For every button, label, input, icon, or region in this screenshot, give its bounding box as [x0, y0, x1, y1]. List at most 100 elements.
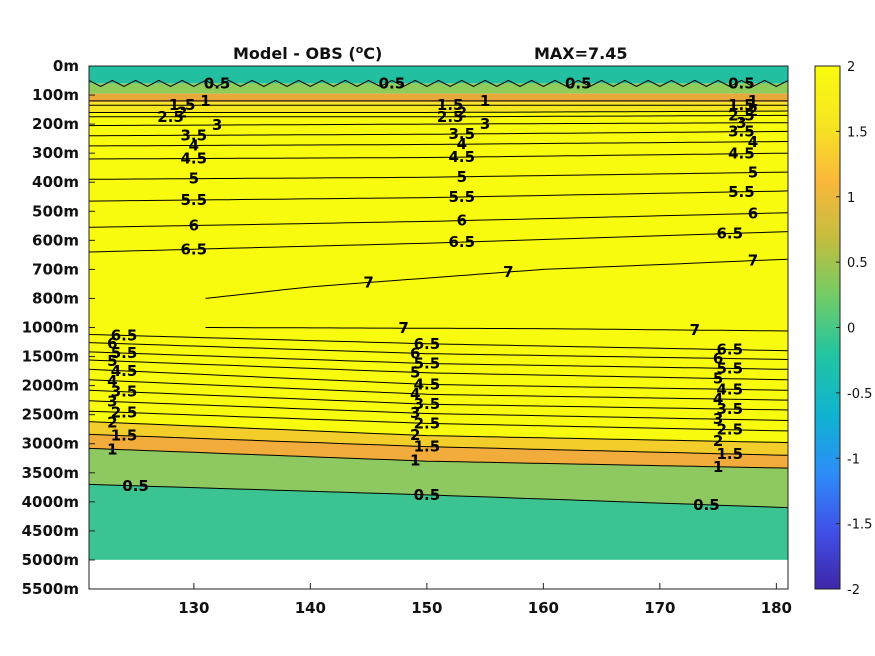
- contour-line: [89, 79, 788, 87]
- contour-line: [89, 212, 788, 228]
- contour-label: 4.5: [414, 375, 441, 393]
- contour-label: 1: [200, 92, 210, 110]
- contour-line: [89, 110, 788, 113]
- contour-label: 3: [107, 393, 117, 411]
- y-tick-label: 1500m: [22, 348, 79, 366]
- contour-label: 6.5: [717, 341, 744, 359]
- contour-line: [89, 141, 788, 147]
- colorbar-tick-label: 0.5: [847, 256, 868, 271]
- contour-label: 5.5: [414, 355, 441, 373]
- contour-label: 2: [107, 414, 117, 432]
- band-thermocline: [89, 93, 788, 103]
- y-tick-label: 2000m: [22, 377, 79, 395]
- y-tick-label: 0m: [53, 57, 79, 75]
- contour-label: 4: [713, 390, 723, 408]
- contour-label: 4: [457, 135, 467, 153]
- contour-label: 7: [748, 252, 758, 270]
- contour-label: 3: [212, 116, 222, 134]
- contour-label: 1: [713, 458, 723, 476]
- contour-label: 6.5: [181, 240, 208, 258]
- contour-label: 4.5: [717, 380, 744, 398]
- contour-labels: 0.50.50.511 11.51.5 1.522 22.52.5 2.533 33.53…: [107, 74, 758, 513]
- y-tick-label: 3000m: [22, 435, 79, 453]
- contour-line: [89, 368, 788, 391]
- contour-label: 5: [189, 170, 199, 188]
- contour-label: 0.5: [204, 74, 231, 92]
- contour-label: 3.5: [181, 126, 208, 144]
- contour-label: 6: [410, 344, 420, 362]
- colorbar-ticks: 2 1.5 1 0.5 0 -0.5 -1 -1.5 -2: [836, 60, 872, 598]
- contour-label: 0.5: [122, 477, 149, 495]
- contour-line: [89, 130, 788, 137]
- colorbar-tick-label: 1.5: [847, 125, 868, 140]
- contour-line: [89, 389, 788, 411]
- contour-line: [89, 190, 788, 202]
- contour-line: [89, 447, 788, 469]
- contour-line: [89, 359, 788, 381]
- contour-label: 6.5: [111, 326, 138, 344]
- contour-label: 3: [410, 404, 420, 422]
- contour-line: [89, 342, 788, 360]
- contour-label: 5: [748, 164, 758, 182]
- contour-label: 4.5: [181, 150, 208, 168]
- contour-line: [89, 483, 788, 509]
- band-deep-1: [89, 448, 788, 508]
- contour-label: 0.5: [565, 74, 592, 92]
- contour-label: 1.5: [169, 96, 196, 114]
- max-annotation: MAX=7.45: [534, 44, 628, 63]
- contour-line: [89, 379, 788, 401]
- contour-label: 4.5: [728, 145, 755, 163]
- contour-label: 1: [480, 92, 490, 110]
- x-tick-label: 180: [761, 599, 792, 617]
- contour-label: 4: [410, 385, 420, 403]
- contour-label: 5: [107, 352, 117, 370]
- contour-line: [89, 421, 788, 444]
- y-tick-label: 2500m: [22, 406, 79, 424]
- y-tick-label: 5000m: [22, 551, 79, 569]
- x-tick-label: 140: [295, 599, 326, 617]
- contour-label: 5: [713, 370, 723, 388]
- contour-line: [89, 171, 788, 180]
- contour-label: 0.5: [414, 486, 441, 504]
- x-axis: 130 140 150 160 170 180: [178, 583, 792, 617]
- contour-line: [89, 410, 788, 432]
- contour-label: 2.5: [437, 108, 464, 126]
- contour-lines: [89, 79, 788, 509]
- contour-label: 6: [189, 217, 199, 235]
- y-tick-label: 700m: [32, 260, 79, 278]
- band-near-surface: [89, 83, 788, 94]
- contour-label: 7: [503, 263, 513, 281]
- plot-area: 0.50.50.511 11.51.5 1.522 22.52.5 2.533 33.53…: [88, 65, 789, 590]
- contour-line: [89, 400, 788, 421]
- contour-label: 4.5: [111, 362, 138, 380]
- contour-line: [89, 351, 788, 370]
- contour-label: 6: [748, 205, 758, 223]
- contour-label: 5.5: [111, 344, 138, 362]
- contour-label: 7: [690, 321, 700, 339]
- contour-label: 2.5: [414, 414, 441, 432]
- colorbar-tick-label: 2: [847, 60, 855, 75]
- colorbar-tick-label: -0.5: [847, 387, 872, 402]
- contour-label: 2: [748, 102, 758, 120]
- title-superscript: o: [356, 43, 364, 56]
- y-tick-label: 1000m: [22, 319, 79, 337]
- contour-label: 4: [748, 133, 758, 151]
- y-tick-label: 200m: [32, 115, 79, 133]
- y-tick-label: 4500m: [22, 522, 79, 540]
- y-tick-label: 4000m: [22, 493, 79, 511]
- y-tick-label: 100m: [32, 86, 79, 104]
- contour-label: 6: [457, 212, 467, 230]
- contour-label: 5: [457, 168, 467, 186]
- y-tick-label: 500m: [32, 202, 79, 220]
- y-axis: 0m 100m 200m 300m 400m 500m 600m 700m 800m 1000m 1…: [22, 57, 95, 598]
- contour-label: 1.5: [717, 445, 744, 463]
- x-tick-label: 160: [528, 599, 559, 617]
- contour-line: [205, 327, 788, 332]
- band-deep-15: [89, 434, 788, 469]
- y-tick-label: 400m: [32, 173, 79, 191]
- contour-label: 2: [457, 103, 467, 121]
- band-deep-05: [89, 484, 788, 560]
- contour-label: 5.5: [181, 191, 208, 209]
- contour-label: 6.5: [449, 233, 476, 251]
